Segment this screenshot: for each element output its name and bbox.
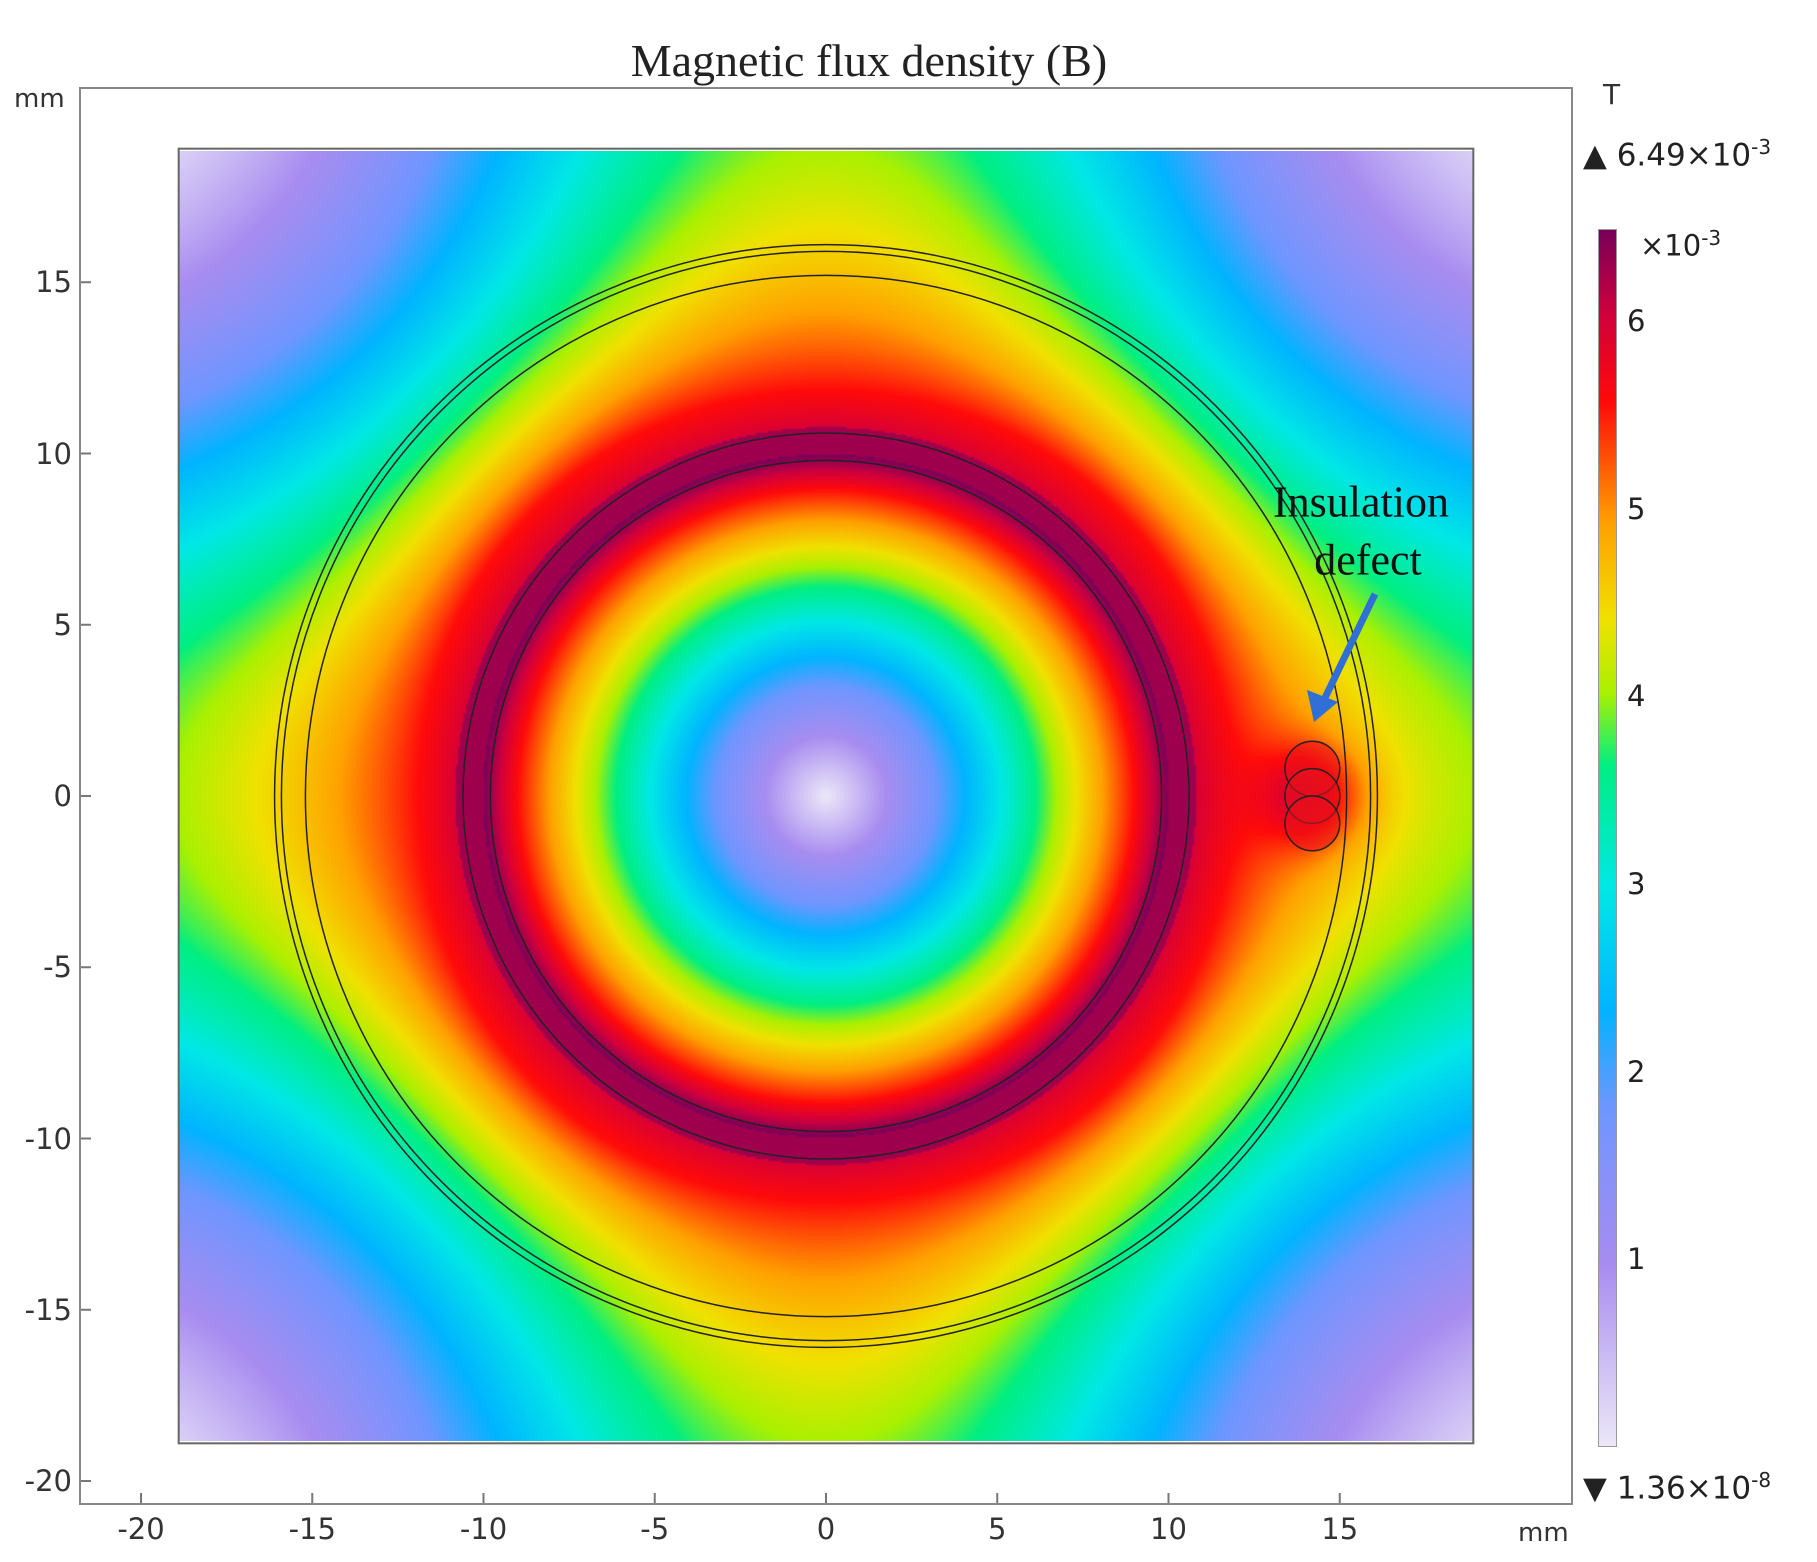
defect-circle xyxy=(1284,795,1341,852)
x-tick-label: -20 xyxy=(117,1512,165,1546)
geometry-circle xyxy=(489,459,1163,1133)
annotation-line2: defect xyxy=(1314,535,1422,585)
colorbar-tick-label: 2 xyxy=(1627,1054,1646,1089)
y-tick-label: -10 xyxy=(24,1121,72,1156)
colorbar-tick-label: 3 xyxy=(1627,866,1646,901)
y-tick-label: -5 xyxy=(43,950,72,985)
x-axis-unit: mm xyxy=(1518,1518,1569,1548)
geometry-circle xyxy=(273,243,1379,1349)
arrow-shaft xyxy=(1320,592,1379,702)
max-value: 6.49×10 xyxy=(1616,137,1752,174)
colorbar-scale-label: ×10-3 xyxy=(1640,226,1721,263)
x-tick-label: -15 xyxy=(288,1512,336,1546)
flux-density-heatmap xyxy=(178,151,1474,1441)
scale-value: ×10 xyxy=(1640,228,1702,263)
max-exponent: -3 xyxy=(1751,135,1772,159)
plot-frame xyxy=(79,87,1573,1505)
scale-exponent: -3 xyxy=(1701,226,1722,250)
colorbar-tick-label: 5 xyxy=(1627,491,1646,526)
y-tick-label: -15 xyxy=(24,1292,72,1327)
max-triangle-icon: ▲ xyxy=(1583,137,1607,174)
min-exponent: -8 xyxy=(1751,1468,1772,1492)
y-axis-unit: mm xyxy=(14,84,65,114)
x-tick-label: 15 xyxy=(1321,1512,1359,1546)
colorbar-tick-label: 1 xyxy=(1627,1242,1646,1277)
y-tick-label: -20 xyxy=(24,1464,72,1498)
colorbar-max-label: ▲ 6.49×10-3 xyxy=(1583,135,1771,173)
colorbar-tick-label: 6 xyxy=(1627,303,1646,338)
annotation-line1: Insulation xyxy=(1273,477,1449,527)
min-value: 1.36×10 xyxy=(1616,1470,1752,1507)
min-triangle-icon: ▼ xyxy=(1583,1470,1607,1507)
x-tick-label: 10 xyxy=(1150,1512,1187,1546)
y-tick-label: 0 xyxy=(53,779,72,813)
colorbar-unit: T xyxy=(1603,78,1621,111)
colorbar-tick-label: 4 xyxy=(1627,679,1646,714)
y-tick-label: 5 xyxy=(53,607,72,642)
domain-boundary xyxy=(177,147,1475,1445)
geometry-circle xyxy=(280,250,1372,1342)
arrow-head-icon xyxy=(1307,690,1338,722)
geometry-circle xyxy=(304,274,1348,1318)
x-tick-label: 5 xyxy=(988,1512,1007,1546)
x-tick-label: 0 xyxy=(816,1512,836,1546)
y-tick-label: 10 xyxy=(35,436,72,471)
x-tick-label: -10 xyxy=(459,1512,508,1546)
x-tick-label: -5 xyxy=(640,1512,670,1546)
colorbar xyxy=(1598,229,1617,1447)
geometry-circle xyxy=(462,432,1190,1160)
chart-title: Magnetic flux density (B) xyxy=(630,35,1108,86)
y-tick-label: 15 xyxy=(35,265,72,300)
colorbar-min-label: ▼ 1.36×10-8 xyxy=(1583,1468,1771,1506)
